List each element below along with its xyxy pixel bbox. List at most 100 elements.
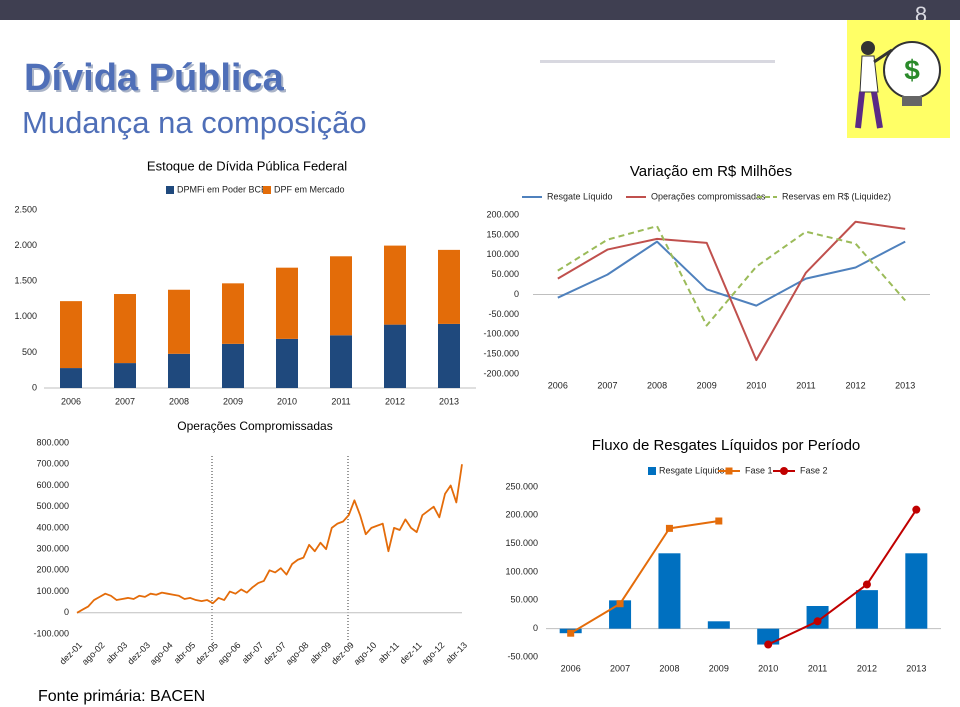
y-tick-label: 800.000	[36, 437, 69, 447]
x-tick-label: 2012	[846, 380, 866, 390]
x-tick-label: dez-01	[58, 640, 85, 667]
slide-title: Dívida Pública	[24, 57, 285, 99]
x-tick-label: dez-05	[193, 640, 220, 667]
header-rule	[540, 60, 775, 63]
bar	[330, 256, 352, 336]
y-tick-label: 1.500	[14, 276, 37, 286]
x-tick-label: 2013	[906, 663, 926, 673]
line	[570, 520, 719, 635]
bar	[114, 363, 136, 388]
marker	[725, 467, 733, 475]
y-tick-label: -100.000	[483, 329, 519, 339]
y-tick-label: 1.000	[14, 311, 37, 321]
x-tick-label: 2010	[277, 396, 297, 406]
bar	[438, 323, 460, 388]
y-tick-label: 2.000	[14, 240, 37, 250]
bar	[276, 338, 298, 388]
bar	[384, 324, 406, 388]
y-tick-label: 400.000	[36, 522, 69, 532]
marker	[665, 524, 673, 532]
x-tick-label: 2007	[115, 396, 135, 406]
y-tick-label: 50.000	[510, 595, 538, 605]
y-tick-label: -150.000	[483, 349, 519, 359]
x-tick-label: abr-09	[308, 640, 333, 665]
marker	[567, 629, 575, 637]
y-tick-label: 600.000	[36, 480, 69, 490]
marker	[764, 640, 773, 649]
x-tick-label: 2011	[796, 380, 815, 390]
chart-title: Fluxo de Resgates Líquidos por Período	[592, 437, 861, 454]
bar	[168, 289, 190, 354]
marker	[616, 600, 624, 608]
bar	[114, 294, 136, 364]
legend-label: Resgate Líquido	[659, 465, 725, 475]
x-tick-label: abr-05	[172, 640, 197, 665]
y-tick-label: 0	[64, 607, 69, 617]
x-tick-label: abr-13	[444, 640, 469, 665]
chart-title: Estoque de Dívida Pública Federal	[147, 158, 347, 173]
y-tick-label: 100.000	[486, 249, 519, 259]
x-tick-label: dez-09	[329, 640, 356, 667]
x-tick-label: dez-11	[398, 640, 424, 666]
line	[767, 509, 918, 646]
x-tick-label: ago-12	[420, 640, 447, 667]
y-tick-label: 0	[533, 623, 538, 633]
marker	[912, 505, 921, 514]
bar	[222, 343, 244, 388]
svg-text:$: $	[904, 54, 920, 85]
y-tick-label: -50.000	[507, 651, 538, 661]
line	[76, 464, 463, 614]
x-tick-label: 2011	[808, 663, 827, 673]
bar	[222, 283, 244, 344]
x-tick-label: 2010	[758, 663, 778, 673]
x-tick-label: 2009	[223, 396, 243, 406]
y-tick-label: -200.000	[483, 368, 519, 378]
x-tick-label: 2006	[548, 380, 568, 390]
y-tick-label: 50.000	[491, 269, 519, 279]
legend-swatch	[648, 467, 656, 475]
legend-label: Fase 2	[800, 465, 828, 475]
x-tick-label: 2012	[857, 663, 877, 673]
y-tick-label: 150.000	[505, 538, 538, 548]
chart-title: Variação em R$ Milhões	[630, 163, 792, 180]
legend-label: DPMFi em Poder BCB	[177, 184, 267, 194]
x-tick-label: 2007	[610, 663, 630, 673]
marker	[780, 467, 788, 475]
y-tick-label: 2.500	[14, 204, 37, 214]
bar	[384, 245, 406, 325]
y-tick-label: 500	[22, 347, 37, 357]
legend-label: Operações compromissadas	[651, 191, 766, 201]
y-tick-label: 300.000	[36, 543, 69, 553]
y-tick-label: 700.000	[36, 459, 69, 469]
marker	[813, 617, 822, 626]
bar	[438, 249, 460, 324]
y-tick-label: 0	[514, 289, 519, 299]
x-tick-label: abr-03	[104, 640, 129, 665]
x-tick-label: 2008	[647, 380, 667, 390]
bar	[707, 621, 730, 629]
x-tick-label: ago-02	[80, 640, 107, 667]
x-tick-label: ago-10	[352, 640, 379, 667]
line	[557, 225, 906, 327]
line	[557, 240, 906, 307]
legend-label: Resgate Líquido	[547, 191, 613, 201]
bar	[60, 368, 82, 388]
x-tick-label: abr-07	[240, 640, 265, 665]
x-tick-label: 2013	[439, 396, 459, 406]
x-tick-label: abr-11	[376, 640, 401, 665]
bar	[168, 353, 190, 388]
y-tick-label: 200.000	[36, 565, 69, 575]
x-tick-label: 2008	[659, 663, 679, 673]
y-tick-label: -50.000	[488, 309, 519, 319]
x-tick-label: 2009	[709, 663, 729, 673]
x-tick-label: 2006	[61, 396, 81, 406]
bar	[60, 301, 82, 369]
x-tick-label: ago-06	[216, 640, 243, 667]
x-tick-label: 2013	[895, 380, 915, 390]
source-note: Fonte primária: BACEN	[38, 688, 205, 705]
x-tick-label: 2010	[746, 380, 766, 390]
legend-label: DPF em Mercado	[274, 184, 345, 194]
y-tick-label: 500.000	[36, 501, 69, 511]
x-tick-label: 2009	[697, 380, 717, 390]
